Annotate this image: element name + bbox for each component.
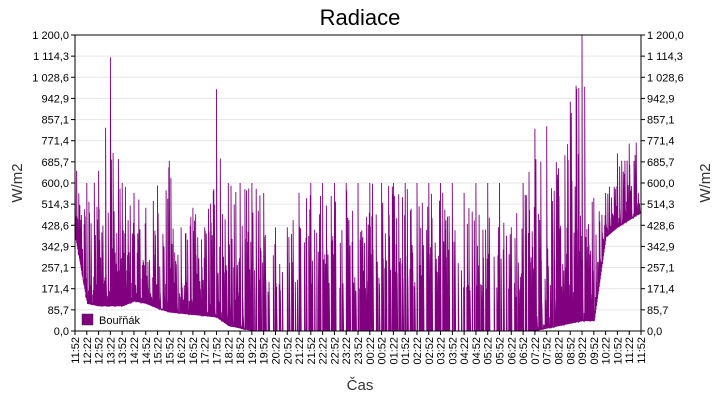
y-tick-label-right: 1 200,0: [647, 30, 684, 42]
legend-label: Bouřňák: [99, 315, 140, 327]
y-tick-label-left: 85,7: [48, 305, 69, 317]
y-tick-label-left: 428,6: [41, 220, 69, 232]
y-tick-label-right: 0,0: [647, 326, 662, 338]
x-tick-label: 16:22: [176, 337, 188, 365]
y-axis-title-right: W/m2: [697, 163, 714, 202]
x-tick-label: 06:22: [506, 337, 518, 365]
y-tick-label-left: 1 200,0: [32, 30, 69, 42]
x-tick-label: 01:52: [400, 337, 412, 365]
y-tick-label-left: 1 114,3: [33, 51, 69, 63]
x-tick-label: 23:22: [341, 337, 353, 365]
x-tick-label: 13:22: [105, 337, 117, 365]
x-tick-label: 00:22: [365, 337, 377, 365]
x-tick-label: 17:52: [212, 337, 224, 365]
x-tick-label: 02:52: [424, 337, 436, 365]
x-tick-label: 20:22: [270, 337, 282, 365]
y-tick-label-left: 257,1: [41, 263, 69, 275]
y-tick-label-left: 600,0: [41, 178, 69, 190]
x-tick-label: 18:52: [235, 337, 247, 365]
x-tick-label: 15:22: [153, 337, 165, 365]
x-tick-label: 00:52: [377, 337, 389, 365]
y-tick-label-left: 857,1: [41, 115, 69, 127]
x-tick-label: 18:22: [223, 337, 235, 365]
y-tick-label-right: 171,4: [647, 284, 675, 296]
y-tick-label-left: 514,3: [41, 199, 69, 211]
legend: Bouřňák: [81, 313, 140, 327]
y-tick-label-left: 942,9: [41, 93, 69, 105]
x-tick-label: 03:52: [447, 337, 459, 365]
x-tick-label: 02:22: [412, 337, 424, 365]
x-tick-label: 23:52: [353, 337, 365, 365]
x-tick-label: 10:22: [601, 337, 613, 365]
y-tick-label-left: 771,4: [41, 136, 69, 148]
y-tick-label-right: 857,1: [647, 115, 675, 127]
x-tick-label: 12:22: [82, 337, 94, 365]
x-axis-title: Čas: [347, 377, 374, 394]
x-tick-label: 04:52: [471, 337, 483, 365]
y-tick-label-right: 685,7: [647, 157, 675, 169]
y-tick-label-left: 171,4: [41, 284, 69, 296]
y-tick-label-right: 771,4: [647, 136, 675, 148]
x-tick-label: 01:22: [388, 337, 400, 365]
x-tick-label: 05:52: [495, 337, 507, 365]
y-tick-label-right: 514,3: [647, 199, 675, 211]
x-tick-label: 07:52: [542, 337, 554, 365]
y-tick-label-left: 1 028,6: [32, 72, 69, 84]
legend-swatch: [81, 313, 94, 326]
x-tick-label: 06:52: [518, 337, 530, 365]
x-tick-label: 22:22: [318, 337, 330, 365]
x-tick-label: 11:52: [70, 337, 82, 364]
y-tick-label-left: 0,0: [54, 326, 69, 338]
x-tick-label: 03:22: [436, 337, 448, 365]
x-tick-label: 13:52: [117, 337, 129, 365]
y-tick-label-right: 600,0: [647, 178, 675, 190]
y-axis-left: 0,0 85,7 171,4 257,1 342,9 428,6 514,3 600,0 685…: [32, 30, 75, 338]
x-tick-label: 05:22: [483, 337, 495, 365]
y-tick-label-left: 685,7: [41, 157, 69, 169]
x-tick-label: 09:52: [589, 337, 601, 365]
y-tick-label-right: 85,7: [647, 305, 668, 317]
x-tick-label: 15:52: [164, 337, 176, 365]
x-tick-label: 20:52: [282, 337, 294, 365]
x-tick-label: 04:22: [459, 337, 471, 365]
x-tick-label: 09:22: [577, 337, 589, 365]
x-tick-label: 21:52: [306, 337, 318, 365]
y-tick-label-right: 257,1: [647, 263, 675, 275]
x-tick-label: 14:52: [141, 337, 153, 365]
x-tick-label: 08:52: [565, 337, 577, 365]
x-tick-label: 07:22: [530, 337, 542, 365]
y-tick-label-right: 342,9: [647, 241, 675, 253]
y-axis-title-left: W/m2: [9, 163, 26, 202]
x-axis: 11:52 12:22 12:52 13:22 13:52 14:22 14:52 15:22…: [70, 331, 648, 365]
y-tick-label-right: 428,6: [647, 220, 675, 232]
x-tick-label: 21:22: [294, 337, 306, 365]
x-tick-label: 08:22: [553, 337, 565, 365]
x-tick-label: 14:22: [129, 337, 141, 365]
y-tick-label-right: 942,9: [647, 93, 675, 105]
chart-title: Radiace: [320, 5, 401, 30]
y-axis-right: 0,0 85,7 171,4 257,1 342,9 428,6 514,3 600,0 685…: [641, 30, 684, 338]
x-tick-label: 10:52: [612, 337, 624, 365]
x-tick-label: 19:52: [259, 337, 271, 365]
x-tick-label: 22:52: [329, 337, 341, 365]
x-tick-label: 12:52: [94, 337, 106, 365]
x-tick-label: 16:52: [188, 337, 200, 365]
x-tick-label: 11:22: [624, 337, 636, 364]
x-tick-label: 19:22: [247, 337, 259, 365]
x-tick-label: 11:52: [636, 337, 648, 364]
y-tick-label-right: 1 028,6: [647, 72, 684, 84]
y-tick-label-right: 1 114,3: [647, 51, 683, 63]
y-tick-label-left: 342,9: [41, 241, 69, 253]
x-tick-label: 17:22: [200, 337, 212, 365]
